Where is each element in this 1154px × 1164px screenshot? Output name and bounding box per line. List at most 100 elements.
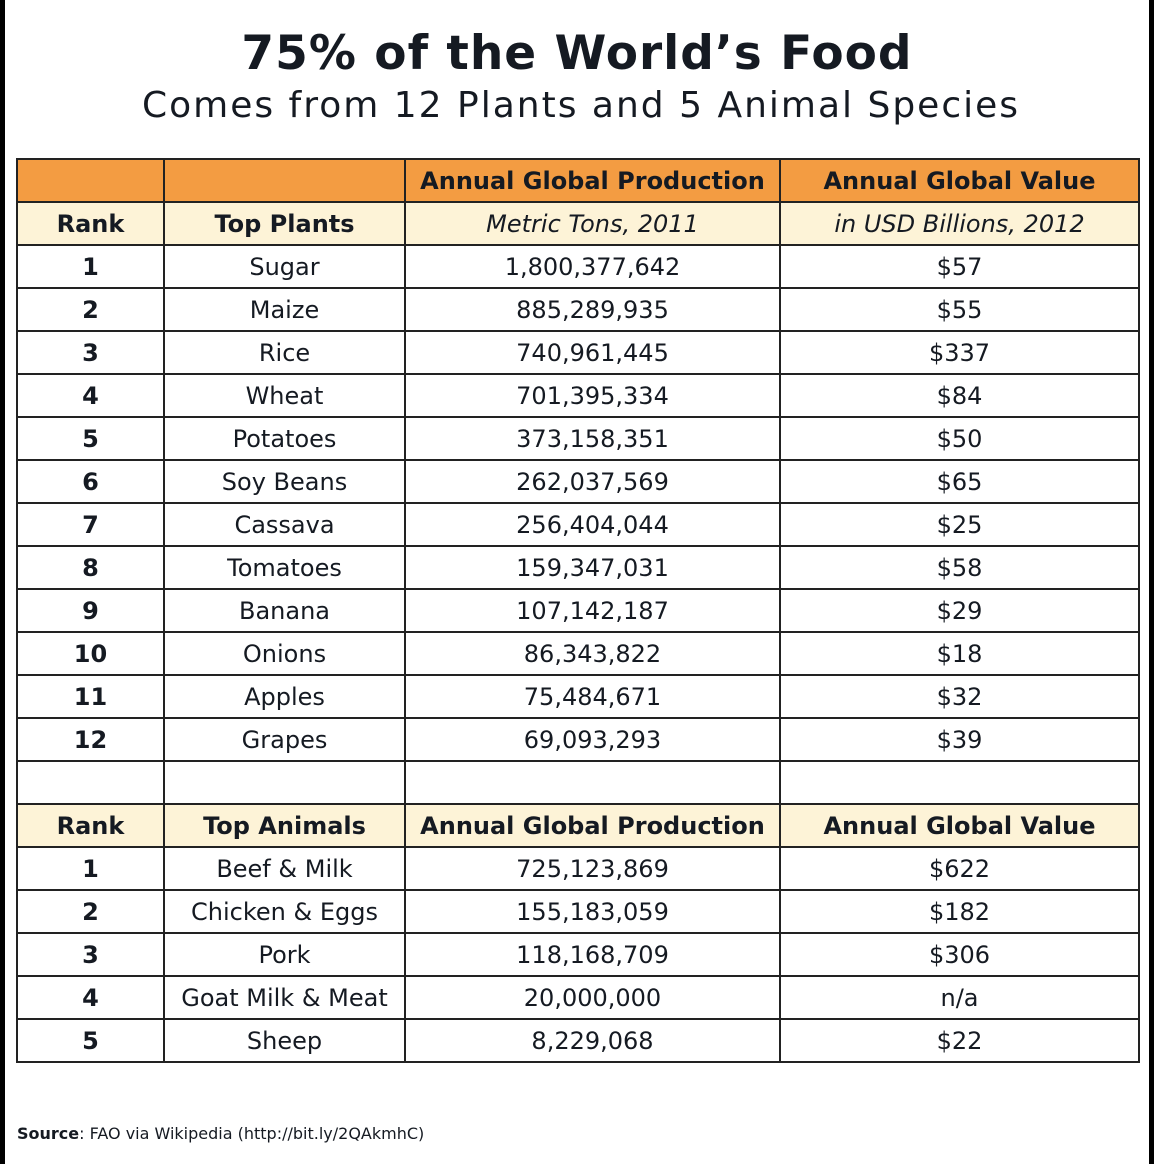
rank-cell: 12 (16, 717, 165, 762)
rank-cell: 4 (16, 373, 165, 418)
production-cell: 885,289,935 (404, 287, 781, 332)
rank-cell: 6 (16, 459, 165, 504)
header-value-unit: in USD Billions, 2012 (779, 201, 1140, 246)
animals-rows: 1 Beef & Milk 725,123,869 $622 2 Chicken & Eg… (16, 846, 1140, 1063)
header-top-animals: Top Animals (163, 803, 406, 848)
production-cell: 159,347,031 (404, 545, 781, 590)
value-cell: $18 (779, 631, 1140, 676)
spacer-row (16, 760, 1140, 805)
value-cell: n/a (779, 975, 1140, 1020)
value-cell: $306 (779, 932, 1140, 977)
table-row: 6 Soy Beans 262,037,569 $65 (16, 459, 1140, 504)
table-row: 1 Beef & Milk 725,123,869 $622 (16, 846, 1140, 891)
header-rank: Rank (16, 803, 165, 848)
production-cell: 725,123,869 (404, 846, 781, 891)
header-band-blank (163, 158, 406, 203)
table-row: 2 Chicken & Eggs 155,183,059 $182 (16, 889, 1140, 934)
name-cell: Pork (163, 932, 406, 977)
name-cell: Apples (163, 674, 406, 719)
production-cell: 373,158,351 (404, 416, 781, 461)
table-row: 4 Goat Milk & Meat 20,000,000 n/a (16, 975, 1140, 1020)
value-cell: $57 (779, 244, 1140, 289)
production-cell: 8,229,068 (404, 1018, 781, 1063)
name-cell: Tomatoes (163, 545, 406, 590)
production-cell: 118,168,709 (404, 932, 781, 977)
header-top-plants: Top Plants (163, 201, 406, 246)
header-production: Annual Global Production (404, 803, 781, 848)
rank-cell: 11 (16, 674, 165, 719)
table-row: 3 Rice 740,961,445 $337 (16, 330, 1140, 375)
table-row: 10 Onions 86,343,822 $18 (16, 631, 1140, 676)
value-cell: $58 (779, 545, 1140, 590)
value-cell: $50 (779, 416, 1140, 461)
name-cell: Banana (163, 588, 406, 633)
production-cell: 20,000,000 (404, 975, 781, 1020)
table-row: 11 Apples 75,484,671 $32 (16, 674, 1140, 719)
table-row: 5 Sheep 8,229,068 $22 (16, 1018, 1140, 1063)
value-cell: $84 (779, 373, 1140, 418)
value-cell: $65 (779, 459, 1140, 504)
name-cell: Onions (163, 631, 406, 676)
rank-cell: 3 (16, 330, 165, 375)
table-row: 4 Wheat 701,395,334 $84 (16, 373, 1140, 418)
name-cell: Potatoes (163, 416, 406, 461)
value-cell: $25 (779, 502, 1140, 547)
rank-cell: 1 (16, 244, 165, 289)
value-cell: $22 (779, 1018, 1140, 1063)
name-cell: Maize (163, 287, 406, 332)
value-cell: $337 (779, 330, 1140, 375)
table-row: 5 Potatoes 373,158,351 $50 (16, 416, 1140, 461)
production-cell: 155,183,059 (404, 889, 781, 934)
rank-cell: 5 (16, 1018, 165, 1063)
production-cell: 701,395,334 (404, 373, 781, 418)
name-cell: Cassava (163, 502, 406, 547)
rank-cell: 5 (16, 416, 165, 461)
table-row: 2 Maize 885,289,935 $55 (16, 287, 1140, 332)
table-row: 9 Banana 107,142,187 $29 (16, 588, 1140, 633)
value-cell: $55 (779, 287, 1140, 332)
value-cell: $29 (779, 588, 1140, 633)
name-cell: Sheep (163, 1018, 406, 1063)
header-band-row: Annual Global Production Annual Global V… (16, 158, 1140, 203)
rank-cell: 3 (16, 932, 165, 977)
page-title: 75% of the World’s Food (241, 26, 913, 81)
name-cell: Goat Milk & Meat (163, 975, 406, 1020)
name-cell: Chicken & Eggs (163, 889, 406, 934)
header-production: Annual Global Production (404, 158, 781, 203)
page-subtitle: Comes from 12 Plants and 5 Animal Specie… (141, 85, 1021, 126)
production-cell: 262,037,569 (404, 459, 781, 504)
production-cell: 86,343,822 (404, 631, 781, 676)
header-value: Annual Global Value (779, 803, 1140, 848)
header-rank: Rank (16, 201, 165, 246)
spacer-cell (779, 760, 1140, 805)
value-cell: $39 (779, 717, 1140, 762)
value-cell: $182 (779, 889, 1140, 934)
spacer-cell (163, 760, 406, 805)
name-cell: Wheat (163, 373, 406, 418)
header-production-unit: Metric Tons, 2011 (404, 201, 781, 246)
name-cell: Soy Beans (163, 459, 406, 504)
rank-cell: 2 (16, 287, 165, 332)
rank-cell: 1 (16, 846, 165, 891)
source-note: Source: FAO via Wikipedia (http://bit.ly… (17, 1124, 424, 1143)
table-row: 1 Sugar 1,800,377,642 $57 (16, 244, 1140, 289)
name-cell: Rice (163, 330, 406, 375)
spacer-cell (404, 760, 781, 805)
table-row: 7 Cassava 256,404,044 $25 (16, 502, 1140, 547)
name-cell: Beef & Milk (163, 846, 406, 891)
rank-cell: 2 (16, 889, 165, 934)
table-row: 8 Tomatoes 159,347,031 $58 (16, 545, 1140, 590)
value-cell: $32 (779, 674, 1140, 719)
production-cell: 69,093,293 (404, 717, 781, 762)
rank-cell: 4 (16, 975, 165, 1020)
production-cell: 256,404,044 (404, 502, 781, 547)
table-row: 12 Grapes 69,093,293 $39 (16, 717, 1140, 762)
animals-subheader-row: Rank Top Animals Annual Global Productio… (16, 803, 1140, 848)
name-cell: Grapes (163, 717, 406, 762)
value-cell: $622 (779, 846, 1140, 891)
production-cell: 1,800,377,642 (404, 244, 781, 289)
production-cell: 75,484,671 (404, 674, 781, 719)
production-cell: 107,142,187 (404, 588, 781, 633)
name-cell: Sugar (163, 244, 406, 289)
source-label: Source (17, 1124, 80, 1143)
